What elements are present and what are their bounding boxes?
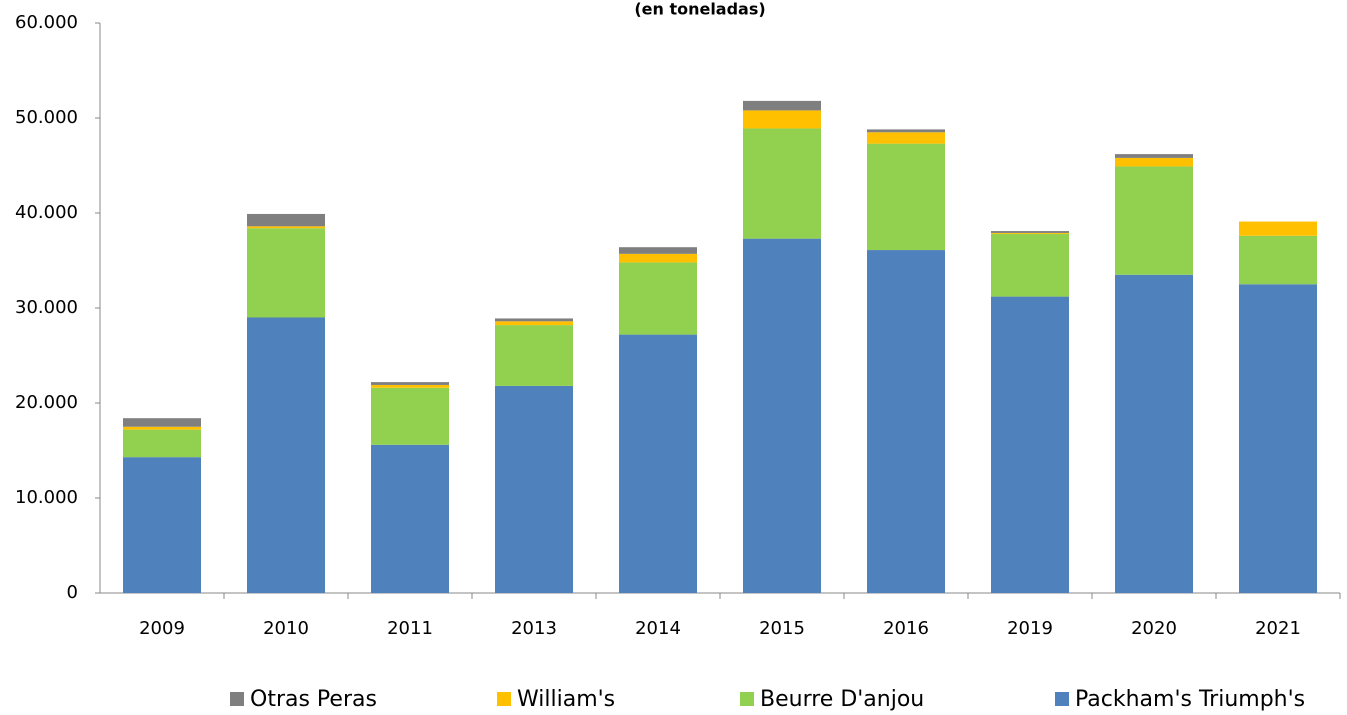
y-tick-label: 20.000 <box>15 392 78 413</box>
x-tick-label: 2021 <box>1255 618 1301 639</box>
x-tick-label: 2010 <box>263 618 309 639</box>
legend-label: Packham's Triumph's <box>1075 687 1305 712</box>
bar-segment <box>371 384 449 388</box>
bar-segment <box>991 231 1069 233</box>
y-tick-label: 10.000 <box>15 487 78 508</box>
x-tick-label: 2014 <box>635 618 681 639</box>
y-tick-label: 40.000 <box>15 202 78 223</box>
y-tick-label: 60.000 <box>15 12 78 33</box>
bar-segment <box>371 444 449 593</box>
bar-segment <box>619 247 697 254</box>
bar-segment <box>867 250 945 594</box>
legend-swatch <box>1055 692 1069 706</box>
bar-segment <box>1115 154 1193 158</box>
bar-segment <box>1239 221 1317 236</box>
y-tick-label: 30.000 <box>15 297 78 318</box>
bar-segment <box>1239 235 1317 285</box>
bar-segment <box>743 100 821 111</box>
bar-segment <box>867 129 945 133</box>
bar-segment <box>247 317 325 593</box>
bar-segment <box>247 226 325 229</box>
bar-segment <box>1115 166 1193 275</box>
bar-segment <box>991 296 1069 593</box>
bar-segment <box>619 253 697 263</box>
bar-segment <box>1239 284 1317 593</box>
legend-label: Beurre D'anjou <box>760 687 924 712</box>
bar-segment <box>619 262 697 335</box>
bar-segment <box>123 418 201 427</box>
x-tick-label: 2020 <box>1131 618 1177 639</box>
legend-label: William's <box>517 687 615 712</box>
y-tick-label: 50.000 <box>15 107 78 128</box>
bar-segment <box>991 232 1069 234</box>
bar-segment <box>867 132 945 144</box>
bar-segment <box>495 318 573 322</box>
bar-segment <box>371 382 449 385</box>
bar-segment <box>743 128 821 239</box>
y-tick-label: 0 <box>67 582 78 603</box>
bar-segment <box>1115 274 1193 593</box>
bar-segment <box>123 457 201 593</box>
x-tick-label: 2009 <box>139 618 185 639</box>
bar-segment <box>123 426 201 430</box>
bar-segment <box>247 213 325 227</box>
bar-segment <box>867 143 945 251</box>
bar-segment <box>619 334 697 593</box>
x-tick-label: 2013 <box>511 618 557 639</box>
bar-segment <box>495 321 573 326</box>
bar-segment <box>991 233 1069 297</box>
x-tick-label: 2019 <box>1007 618 1053 639</box>
legend-swatch <box>740 692 754 706</box>
bar-segment <box>743 238 821 593</box>
bar-segment <box>743 110 821 129</box>
bar-segment <box>495 325 573 386</box>
bar-segment <box>1115 157 1193 167</box>
chart-subtitle: (en toneladas) <box>634 0 765 19</box>
bar-segment <box>371 387 449 445</box>
x-tick-label: 2016 <box>883 618 929 639</box>
legend-swatch <box>497 692 511 706</box>
legend-label: Otras Peras <box>250 687 377 712</box>
legend-swatch <box>230 692 244 706</box>
bar-segment <box>495 385 573 593</box>
bar-segment <box>247 228 325 318</box>
x-tick-label: 2015 <box>759 618 805 639</box>
bar-segment <box>123 429 201 458</box>
x-tick-label: 2011 <box>387 618 433 639</box>
